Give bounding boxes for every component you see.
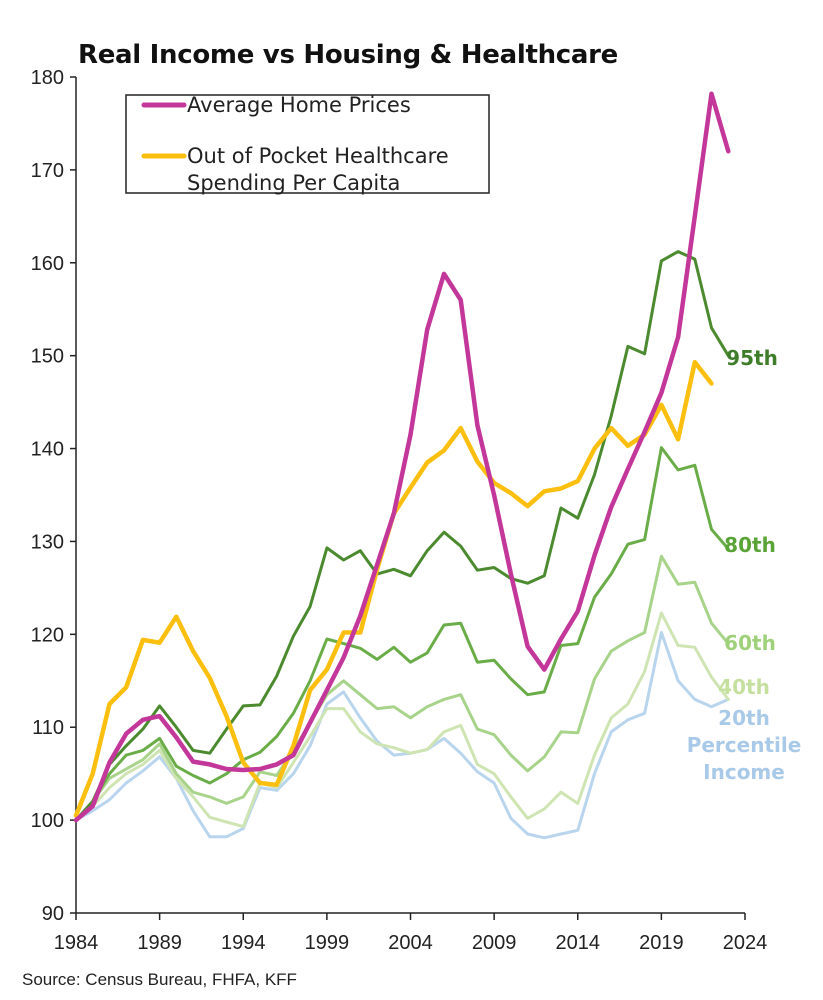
x-tick-label: 2014 [556, 932, 601, 954]
legend-box [125, 94, 490, 194]
y-tick-label: 140 [31, 439, 64, 461]
x-tick-label: 1999 [305, 932, 350, 954]
series-line-average-home-prices [73, 91, 731, 823]
y-tick-label: 160 [31, 253, 64, 275]
legend-label: Average Home Prices [187, 93, 411, 117]
y-tick-label: 180 [31, 67, 64, 89]
series-label-95th: 95th [726, 346, 778, 370]
series-label-20th: 20th [718, 706, 770, 730]
series-line-95th [74, 250, 730, 822]
series-layer [73, 91, 731, 840]
axes-layer: 90 100 110 120 130 140 150 160 170 180 1984 1989 199… [31, 67, 768, 954]
y-tick-label: 120 [31, 624, 64, 646]
series-label-20th: Percentile [687, 733, 802, 757]
series-label-40th: 40th [718, 675, 770, 699]
y-tick-label: 170 [31, 160, 64, 182]
x-tick-label: 2004 [388, 932, 433, 954]
series-label-60th: 60th [724, 631, 776, 655]
legend-label: Spending Per Capita [187, 171, 400, 195]
series-line-80th [74, 446, 730, 822]
y-tick-label: 150 [31, 346, 64, 368]
series-labels-layer: 20th Percentile Income 40th 60th 80th 95th [687, 346, 802, 784]
series-label-80th: 80th [724, 533, 776, 557]
x-tick-label: 2019 [639, 932, 684, 954]
y-tick-label: 90 [42, 903, 64, 925]
y-tick-label: 100 [31, 810, 64, 832]
x-tick-label: 2024 [723, 932, 768, 954]
y-tick-label: 110 [32, 717, 64, 739]
x-tick-label: 2009 [472, 932, 517, 954]
x-tick-label: 1994 [221, 932, 266, 954]
series-line-40th [74, 611, 730, 829]
source-note: Source: Census Bureau, FHFA, KFF [22, 970, 297, 989]
chart-title: Real Income vs Housing & Healthcare [78, 40, 618, 70]
series-line-20th [74, 631, 730, 840]
series-label-20th: Income [703, 760, 785, 784]
series-line-60th [74, 554, 730, 822]
legend-label: Out of Pocket Healthcare [187, 144, 449, 168]
y-tick-label: 130 [31, 531, 64, 553]
x-tick-label: 1984 [54, 932, 99, 954]
legend: Average Home Prices Out of Pocket Healthc… [125, 93, 490, 195]
x-tick-label: 1989 [137, 932, 182, 954]
